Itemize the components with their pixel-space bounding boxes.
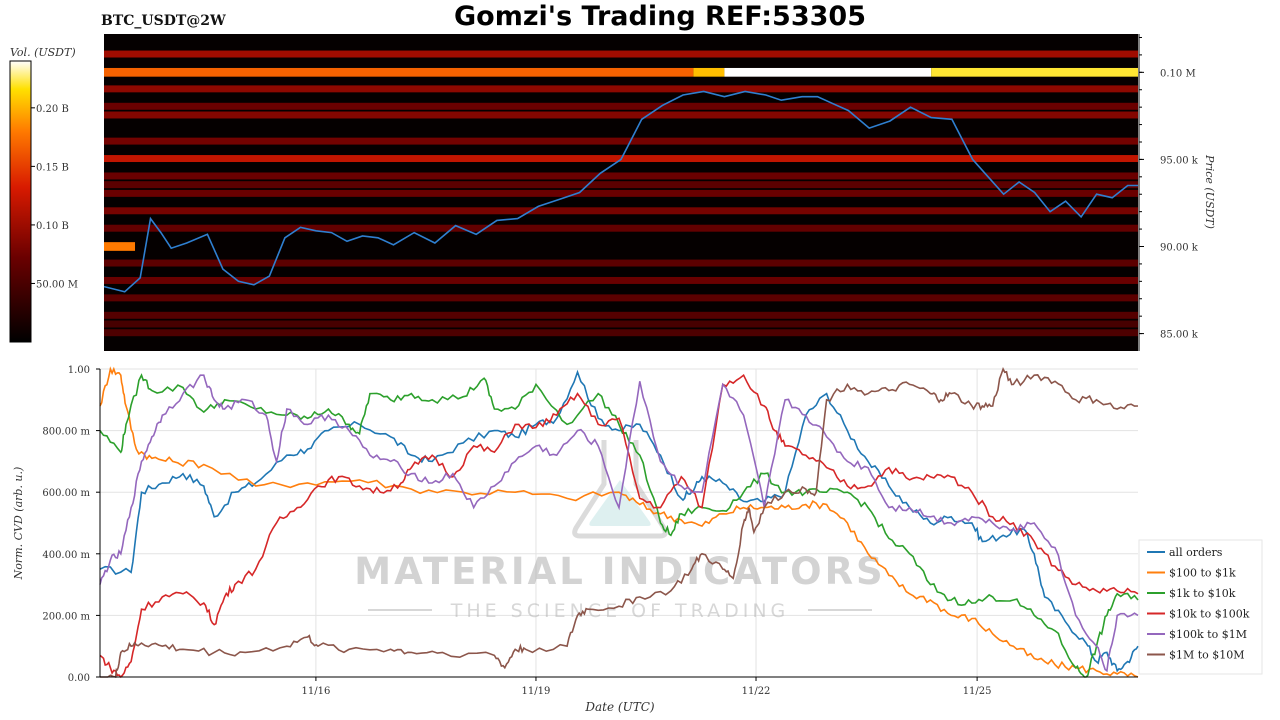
price-line (104, 90, 1138, 293)
x-ticks: 11/16 11/19 11/22 11/25 (301, 677, 992, 697)
colorbar-tick-label: 0.15 B (36, 162, 69, 173)
colorbar (9, 60, 32, 343)
y-ticks: 0.00 200.00 m 400.00 m 600.00 m 800.00 m 1.00 (42, 365, 100, 684)
price-ticks: 0.10 M 95.00 k 90.00 k 85.00 k (1139, 36, 1199, 341)
price-tick-label: 0.10 M (1160, 68, 1196, 79)
liquidity-band (104, 137, 1138, 145)
watermark-title: MATERIAL INDICATORS (354, 550, 885, 593)
liquidity-band (104, 311, 1138, 319)
liquidity-band (104, 276, 1138, 284)
y-tick-label: 0.00 (68, 673, 90, 684)
cvd-line-0 (99, 369, 1139, 673)
legend-label: $100k to $1M (1169, 628, 1247, 641)
liquidity-band (104, 294, 1138, 302)
x-axis-label: Date (UTC) (584, 700, 654, 714)
band-segment (724, 67, 932, 77)
x-tick-label: 11/19 (522, 686, 551, 697)
price-tick-label: 90.00 k (1160, 242, 1199, 253)
x-tick-label: 11/22 (742, 686, 771, 697)
y-axis-label: Norm. CVD (arb. u.) (12, 467, 25, 581)
watermark: MATERIAL INDICATORS THE SCIENCE OF TRADI… (354, 440, 885, 622)
legend-label: $1k to $10k (1169, 587, 1236, 600)
legend-label: all orders (1169, 546, 1223, 559)
liquidity-band (104, 320, 1138, 328)
watermark-subtitle: THE SCIENCE OF TRADING (450, 600, 790, 622)
liquidity-band (104, 224, 1138, 232)
y-tick-label: 1.00 (68, 365, 90, 376)
chart-title: Gomzi's Trading REF:53305 (454, 1, 866, 32)
legend-label: $10k to $100k (1169, 608, 1250, 621)
liquidity-band (104, 50, 1138, 58)
liquidity-band (104, 85, 1138, 93)
x-tick-label: 11/25 (963, 686, 992, 697)
y-tick-label: 600.00 m (42, 488, 90, 499)
price-tick-label: 85.00 k (1160, 330, 1199, 341)
cvd-series (99, 366, 1139, 679)
liquidity-band (104, 172, 1138, 180)
colorbar-label: Vol. (USDT) (10, 46, 76, 59)
liquidity-band (104, 259, 1138, 267)
band-segment (931, 67, 1138, 77)
y-tick-label: 400.00 m (42, 550, 90, 561)
band-segment (104, 242, 136, 251)
colorbar-ticks: 0.20 B 0.15 B 0.10 B 50.00 M (31, 104, 78, 290)
band-segment (693, 67, 725, 77)
cvd-line-5 (100, 366, 1139, 678)
colorbar-tick-label: 50.00 M (36, 279, 78, 290)
liquidity-band (104, 207, 1138, 215)
colorbar-tick-label: 0.10 B (36, 221, 69, 232)
price-tick-label: 95.00 k (1160, 155, 1199, 166)
liquidity-band (104, 102, 1138, 110)
cvd-line-4 (99, 374, 1139, 673)
pair-label: BTC_USDT@2W (101, 13, 226, 29)
legend: all orders $100 to $1k $1k to $10k $10k to … (1138, 539, 1263, 675)
cvd-chart: MATERIAL INDICATORS THE SCIENCE OF TRADI… (12, 365, 1263, 714)
liquidity-band (104, 111, 1138, 119)
cvd-line-3 (99, 373, 1139, 679)
liquidity-band (104, 329, 1138, 337)
liquidity-band (104, 189, 1138, 197)
x-tick-label: 11/16 (301, 686, 330, 697)
price-axis-label: Price (USDT) (1203, 154, 1216, 229)
heatmap-chart: BTC_USDT@2W Gomzi's Trading REF:53305 Vo… (9, 1, 1216, 351)
colorbar-tick-label: 0.20 B (36, 104, 69, 115)
liquidity-band (104, 181, 1138, 189)
band-segment (104, 67, 694, 77)
y-tick-label: 800.00 m (42, 427, 90, 438)
y-tick-label: 200.00 m (42, 611, 90, 622)
cvd-line-1 (99, 366, 1139, 678)
legend-label: $1M to $10M (1169, 649, 1245, 662)
legend-label: $100 to $1k (1169, 567, 1236, 580)
cvd-line-2 (99, 373, 1139, 678)
